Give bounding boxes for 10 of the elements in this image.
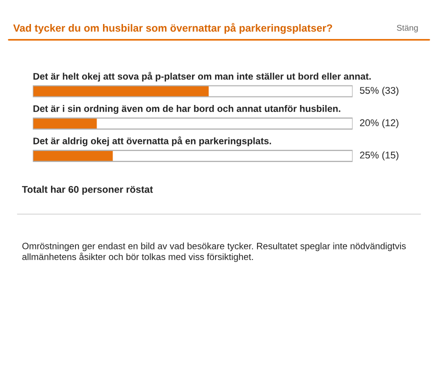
data-label: 55% (33) <box>360 86 398 96</box>
y-tick-label: Det är i sin ordning även om de har bord och annat utanför husbilen. <box>33 105 340 114</box>
data-label: 20% (12) <box>360 119 398 128</box>
text: Stäng <box>396 24 418 32</box>
chart-title: Vad tycker du om husbilar som övernattar på parkeringsplatser? <box>13 23 332 34</box>
data-label: 25% (15) <box>360 151 398 160</box>
y-tick-label: Det är helt okej att sova på p-platser om man inte ställer ut bord eller annat. <box>33 72 371 82</box>
text: Totalt har 60 personer röstat <box>22 186 153 195</box>
text: Omröstningen ger endast en bild av vad besökare tycker. Resultatet speglar inte nödvändigtvis allmänhetens åsikter och bör tolkas med viss försiktighet. <box>22 242 406 262</box>
y-tick-label: Det är aldrig okej att övernatta på en parkeringsplats. <box>33 136 272 146</box>
